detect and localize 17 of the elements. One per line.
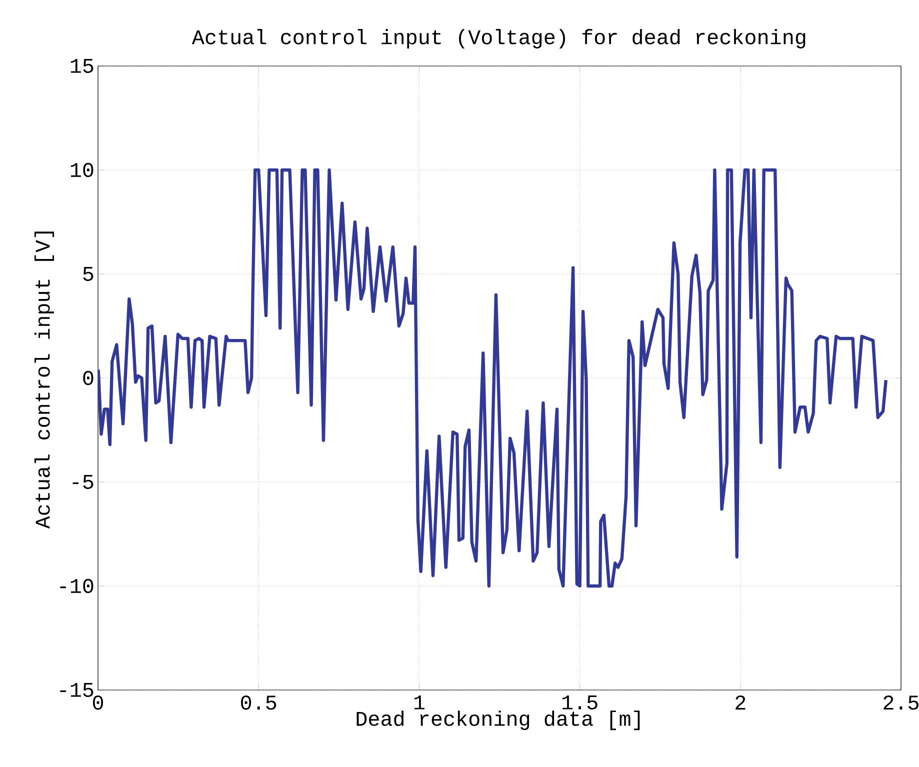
x-tick-label: 2	[736, 696, 746, 710]
y-axis-title: Actual control input [V]	[34, 232, 54, 529]
y-tick-label: 5	[83, 267, 94, 281]
x-tick-label: 0.5	[241, 696, 276, 710]
x-tick-label: 1.5	[562, 696, 598, 710]
y-tick-label: 15	[70, 59, 94, 73]
x-tick-label: 1	[414, 696, 424, 710]
x-tick-label: 0	[92, 696, 103, 710]
y-tick-label: 10	[70, 162, 94, 178]
x-tick-label: 2.5	[884, 696, 919, 710]
y-tick-label: -15	[60, 683, 94, 697]
y-tick-label: -10	[60, 578, 94, 594]
x-axis-title: Dead reckoning data [m]	[356, 710, 640, 730]
line-series	[98, 168, 888, 588]
y-tick-label: 0	[83, 370, 94, 386]
y-tick-label: -5	[72, 475, 94, 489]
chart-title: Actual control input (Voltage) for dead reckoning	[192, 28, 806, 48]
